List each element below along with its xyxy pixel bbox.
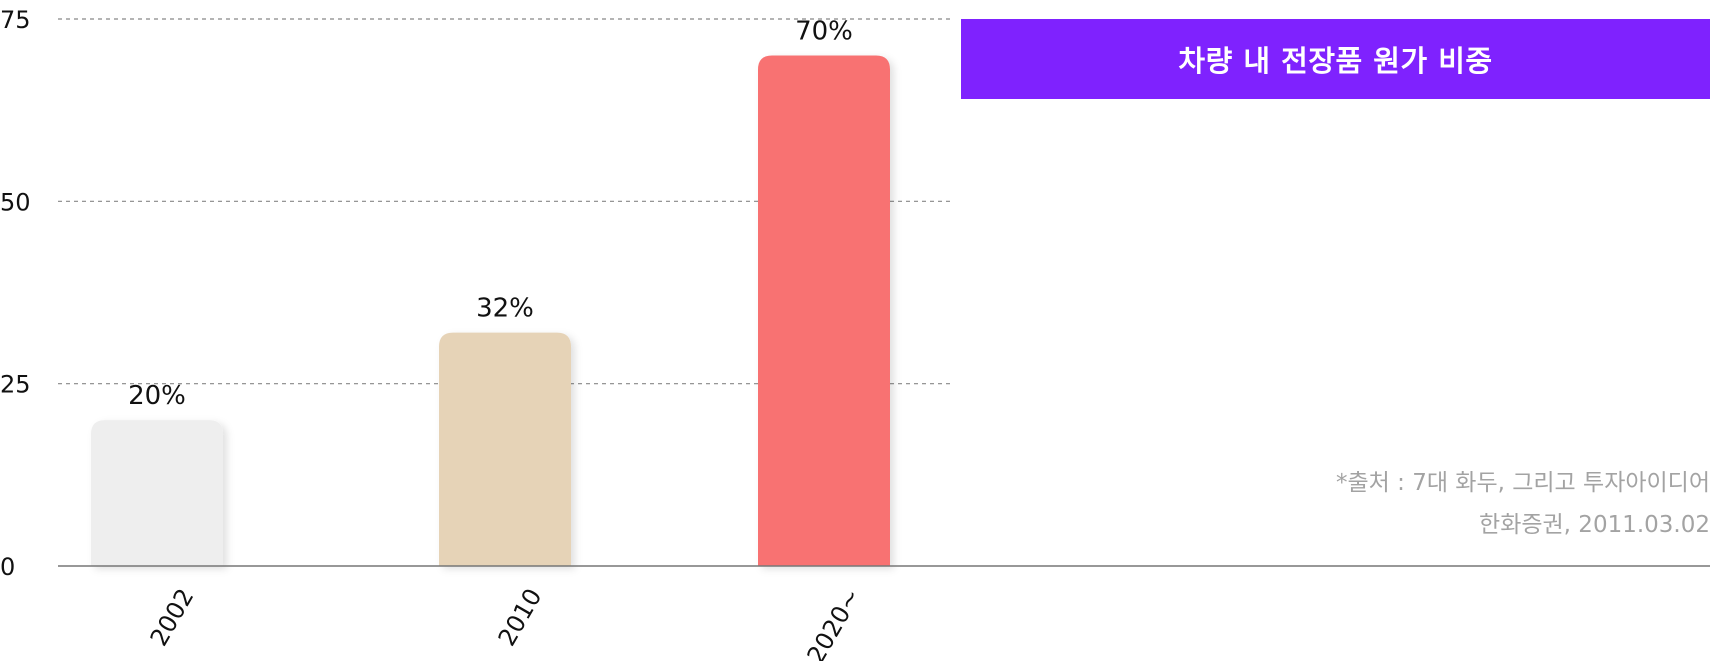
chart-title: 차량 내 전장품 원가 비중 [1178,44,1493,78]
bar-2002 [91,420,223,566]
x-tick-label: 2002 [145,584,200,651]
y-tick-label: 25 [0,371,31,399]
bar-value-label: 70% [795,16,853,46]
x-axis-ticks: 2002 2010 2020~ [145,584,867,661]
x-tick-label: 2010 [493,584,548,651]
y-tick-label: 75 [0,6,31,34]
y-tick-label: 0 [0,553,15,581]
source-note: *출처 : 7대 화두, 그리고 투자아이디어 한화증권, 2011.03.02 [1336,462,1710,546]
y-tick-label: 50 [0,188,31,216]
x-tick-label: 2020~ [802,584,867,661]
bar-2010 [439,332,571,566]
source-line-2: 한화증권, 2011.03.02 [1479,512,1710,538]
bar-value-label: 20% [128,381,186,411]
y-axis-ticks: 0 25 50 75 [0,6,31,581]
source-line-1: *출처 : 7대 화두, 그리고 투자아이디어 [1336,470,1710,496]
chart-title-banner: 차량 내 전장품 원가 비중 [961,19,1710,99]
data-labels: 20% 32% 70% [128,16,853,411]
bars [91,55,890,566]
bar-2020 [758,55,890,566]
bar-value-label: 32% [476,294,534,324]
